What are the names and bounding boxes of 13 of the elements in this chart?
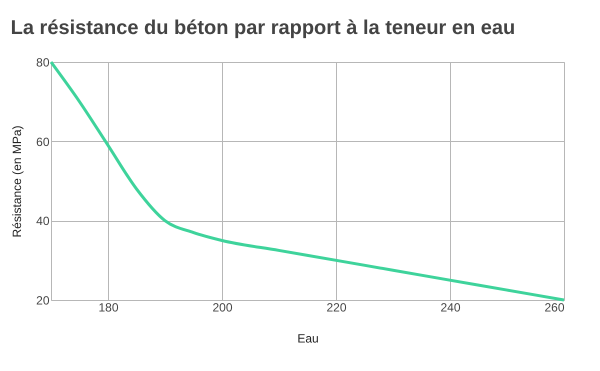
x-tick-label: 260 <box>544 300 565 314</box>
line-series <box>50 60 566 302</box>
chart-title: La résistance du béton par rapport à la teneur en eau <box>10 17 516 39</box>
y-axis-title: Résistance (en MPa) <box>10 125 24 238</box>
x-tick-label: 200 <box>212 300 233 314</box>
y-tick-label: 60 <box>36 134 50 149</box>
y-tick-label: 80 <box>36 56 50 70</box>
y-tick-label: 40 <box>36 214 50 228</box>
x-tick-label: 220 <box>326 300 347 314</box>
x-tick-label: 240 <box>440 300 461 314</box>
y-tick-label: 20 <box>36 294 50 308</box>
x-axis-title: Eau <box>297 332 319 346</box>
x-tick-label: 180 <box>98 300 119 314</box>
